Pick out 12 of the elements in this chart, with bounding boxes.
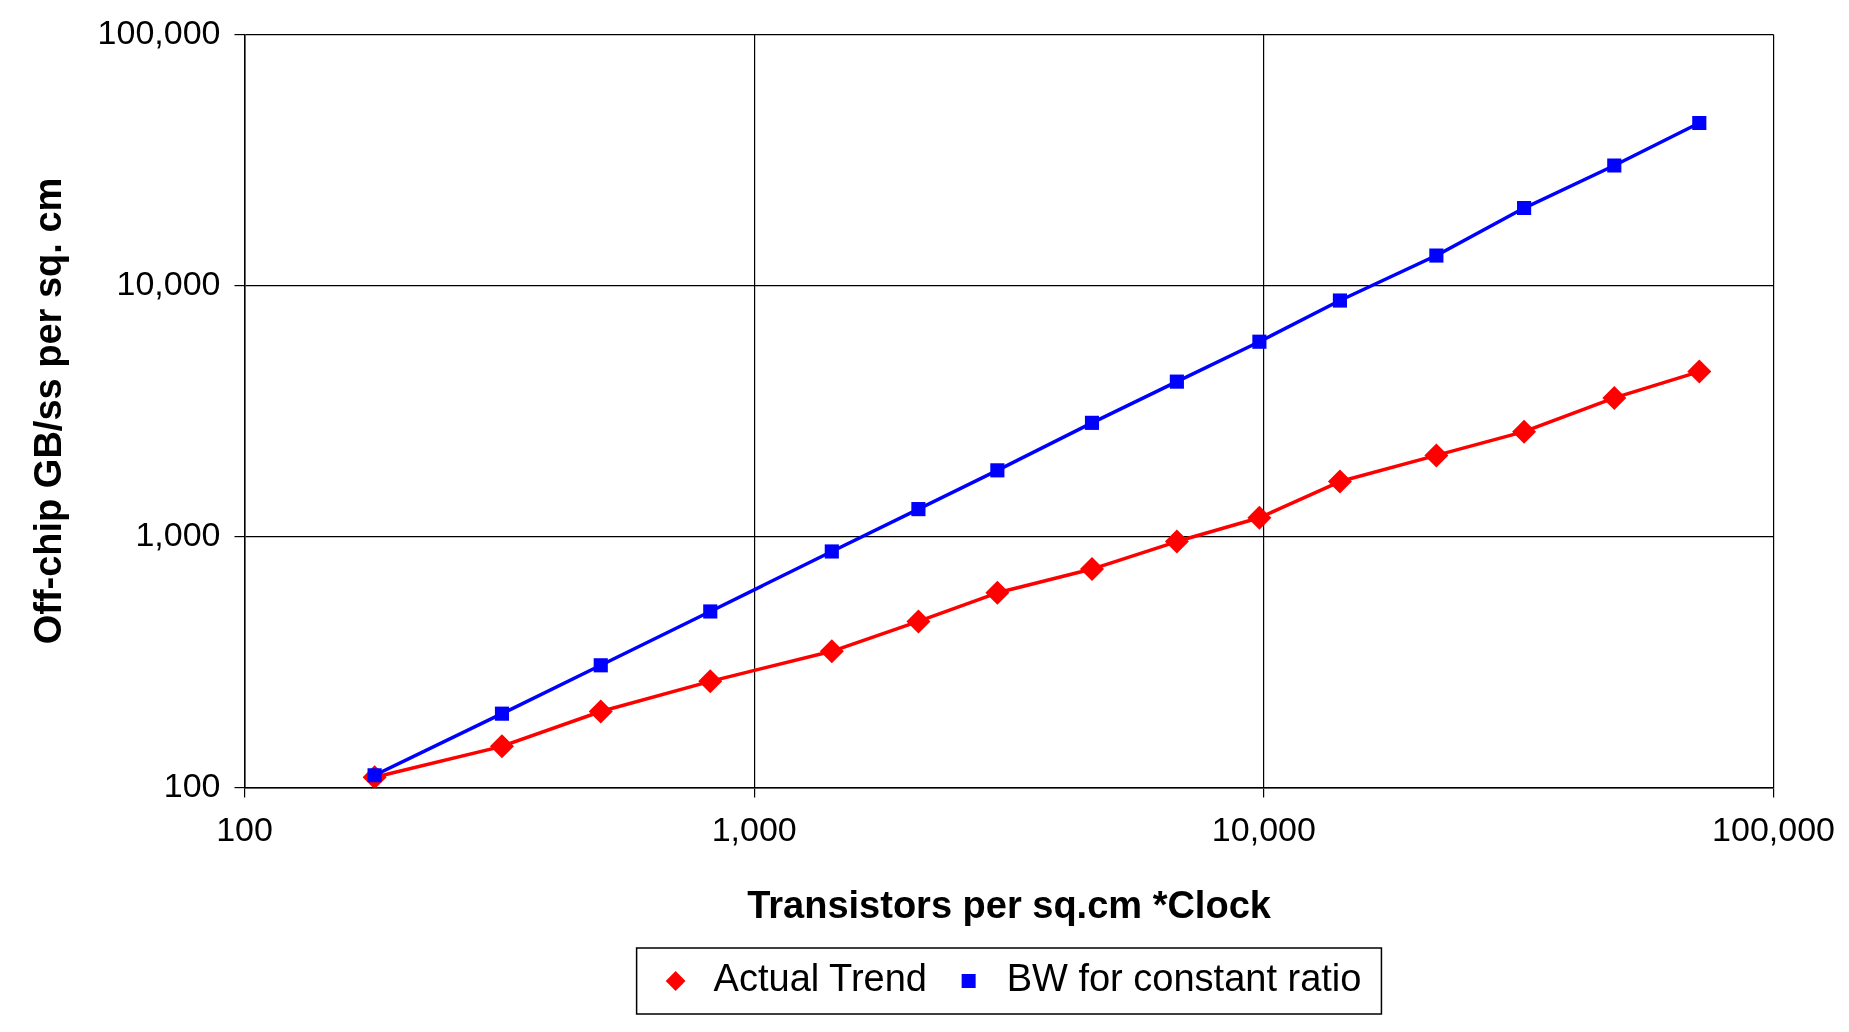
y-tick-label: 10,000 — [116, 263, 221, 302]
x-tick-label: 1,000 — [711, 810, 797, 849]
x-tick-label: 100,000 — [1712, 810, 1835, 849]
x-axis-title: Transistors per sq.cm *Clock — [747, 883, 1272, 926]
legend-label: BW for constant ratio — [1006, 957, 1362, 1000]
y-tick-label: 1,000 — [135, 514, 221, 553]
x-tick-label: 100 — [216, 810, 273, 849]
legend-label: Actual Trend — [713, 957, 927, 1000]
y-axis-title: Off-chip GB/ss per sq. cm — [27, 177, 70, 645]
x-tick-label: 10,000 — [1211, 810, 1316, 849]
y-tick-label: 100,000 — [97, 12, 221, 51]
y-tick-label: 100 — [163, 765, 221, 804]
